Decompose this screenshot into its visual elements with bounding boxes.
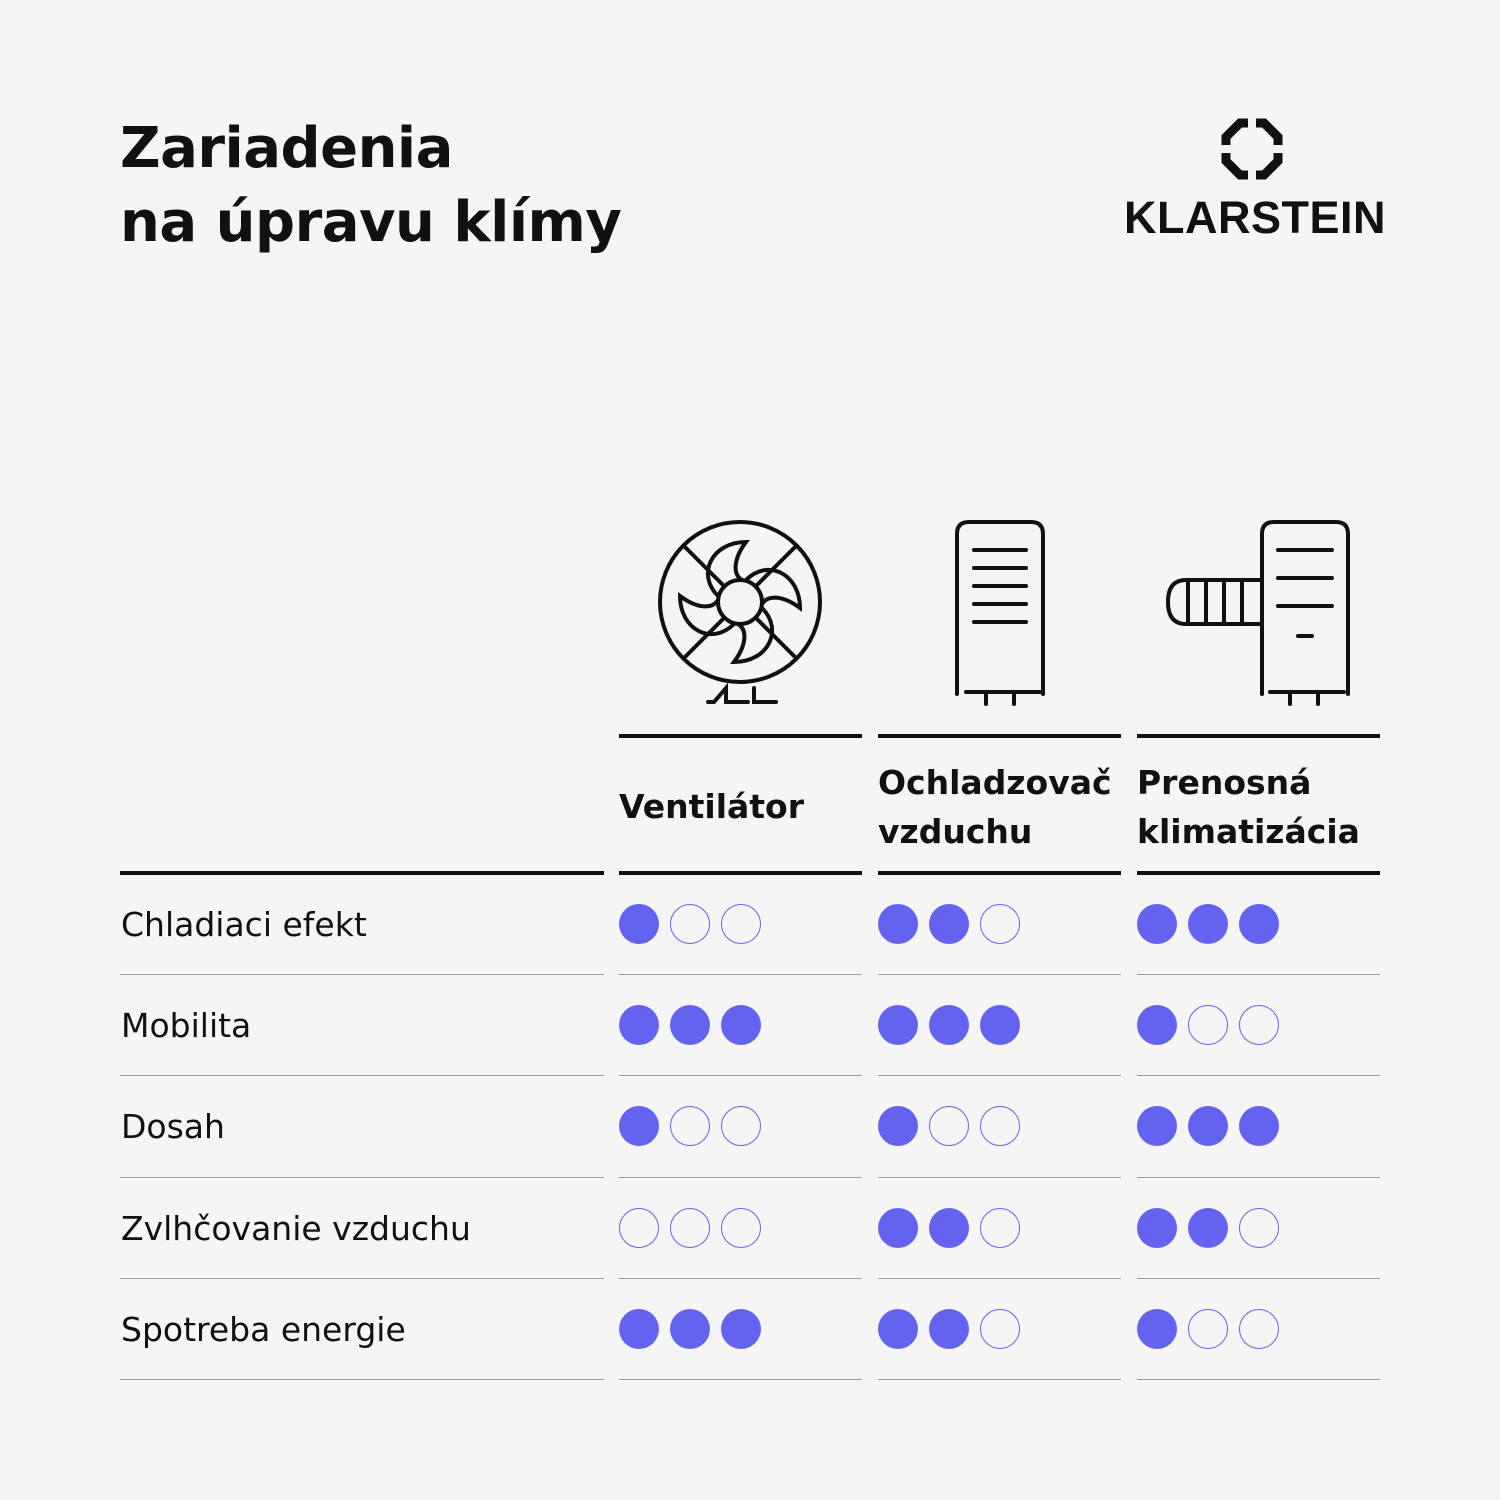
row-label: Dosah: [121, 1107, 225, 1147]
rating-dot-filled: [1188, 1106, 1228, 1147]
row-divider: [120, 1177, 604, 1178]
rating-dot-filled: [878, 1207, 918, 1248]
row-label: Zvlhčovanie vzduchu: [121, 1208, 471, 1248]
row-label: Chladiaci efekt: [121, 905, 367, 944]
rating-dot-filled: [1137, 1005, 1177, 1046]
header-divider: [619, 871, 862, 875]
rating-dot-filled: [929, 1207, 969, 1248]
rating-dot-empty: [980, 904, 1020, 944]
page-title-line-1: Zariadenia: [120, 116, 453, 181]
rating-dot-empty: [721, 1106, 761, 1147]
rating-dot-empty: [670, 1207, 710, 1248]
rating-dot-filled: [721, 1308, 761, 1349]
row-label: Spotreba energie: [121, 1309, 406, 1349]
column-top-rule: [619, 734, 862, 738]
row-label: Mobilita: [121, 1006, 252, 1046]
rating-dot-empty: [1239, 1308, 1279, 1349]
column-top-rule: [1137, 734, 1380, 738]
rating-dot-filled: [1239, 1106, 1279, 1147]
rating-dot-empty: [1239, 1005, 1279, 1046]
brand-name: KLARSTEIN: [1124, 192, 1386, 243]
rating-dot-filled: [1188, 904, 1228, 944]
rating-dot-filled: [670, 1005, 710, 1046]
row-divider: [619, 1075, 862, 1076]
rating-dot-filled: [878, 1106, 918, 1147]
row-divider: [120, 1379, 604, 1380]
column-header-line: Ventilátor: [619, 787, 804, 826]
rating-dot-filled: [1137, 1106, 1177, 1147]
rating-dot-empty: [980, 1308, 1020, 1349]
row-divider: [1137, 974, 1380, 975]
row-divider: [878, 1379, 1121, 1380]
rating-dot-empty: [929, 1106, 969, 1147]
rating-dot-filled: [619, 1308, 659, 1349]
column-header-line: klimatizácia: [1137, 812, 1360, 851]
header-divider: [120, 871, 604, 875]
rating-dot-filled: [1137, 1207, 1177, 1248]
header-divider: [1137, 871, 1380, 875]
row-divider: [878, 1278, 1121, 1279]
column-header-fan: Ventilátor: [619, 782, 804, 831]
rating-dot-empty: [721, 1207, 761, 1248]
row-divider: [619, 1278, 862, 1279]
row-divider: [619, 974, 862, 975]
column-header-line: Prenosná: [1137, 763, 1312, 802]
row-divider: [1137, 1075, 1380, 1076]
row-divider: [1137, 1177, 1380, 1178]
row-divider: [120, 1075, 604, 1076]
air-cooler-icon: [955, 520, 1045, 706]
rating-dot-filled: [721, 1005, 761, 1046]
column-header-line: vzduchu: [878, 812, 1033, 851]
rating-dot-filled: [980, 1005, 1020, 1046]
rating-dot-filled: [1188, 1207, 1228, 1248]
rating-dot-empty: [1188, 1005, 1228, 1046]
rating-dot-filled: [929, 904, 969, 944]
rating-dot-filled: [619, 1005, 659, 1046]
rating-dot-filled: [1137, 1308, 1177, 1349]
row-divider: [120, 1278, 604, 1279]
row-divider: [878, 974, 1121, 975]
rating-dot-empty: [980, 1106, 1020, 1147]
rating-dot-filled: [619, 904, 659, 944]
rating-dot-filled: [619, 1106, 659, 1147]
column-header-air-cooler: Ochladzovač vzduchu: [878, 758, 1112, 856]
page-title: Zariadenia na úpravu klímy: [120, 112, 622, 260]
rating-dot-empty: [670, 1106, 710, 1147]
column-top-rule: [878, 734, 1121, 738]
rating-dot-filled: [878, 904, 918, 944]
rating-dot-filled: [878, 1005, 918, 1046]
row-divider: [1137, 1379, 1380, 1380]
row-divider: [1137, 1278, 1380, 1279]
portable-air-conditioner-icon: [1165, 520, 1350, 706]
row-divider: [619, 1379, 862, 1380]
rating-dot-filled: [929, 1308, 969, 1349]
row-divider: [120, 974, 604, 975]
rating-dot-empty: [721, 904, 761, 944]
page-title-line-2: na úpravu klímy: [120, 190, 622, 255]
rating-dot-empty: [1239, 1207, 1279, 1248]
rating-dot-filled: [1137, 904, 1177, 944]
rating-dot-filled: [929, 1005, 969, 1046]
rating-dot-empty: [670, 904, 710, 944]
rating-dot-filled: [1239, 904, 1279, 944]
column-header-portable-ac: Prenosná klimatizácia: [1137, 758, 1360, 856]
rating-dot-filled: [878, 1308, 918, 1349]
fan-icon: [658, 520, 822, 704]
klarstein-octagon-logo-icon: [1221, 118, 1283, 180]
rating-dot-filled: [670, 1308, 710, 1349]
column-header-line: Ochladzovač: [878, 763, 1112, 802]
rating-dot-empty: [1188, 1308, 1228, 1349]
row-divider: [619, 1177, 862, 1178]
row-divider: [878, 1075, 1121, 1076]
header-divider: [878, 871, 1121, 875]
rating-dot-empty: [980, 1207, 1020, 1248]
rating-dot-empty: [619, 1207, 659, 1248]
row-divider: [878, 1177, 1121, 1178]
